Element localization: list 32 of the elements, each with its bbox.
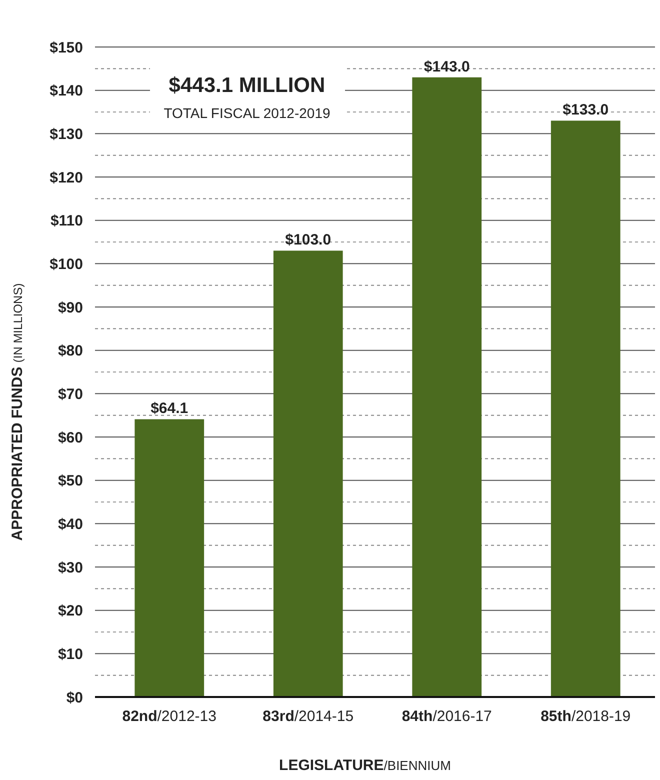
data-label: $64.1	[150, 400, 188, 418]
y-tick-label: $100	[50, 256, 83, 273]
bar	[550, 120, 620, 697]
x-tick-label: 85th/2018-19	[540, 708, 631, 725]
x-tick-label: 83rd/2014-15	[262, 708, 354, 725]
annotation: TOTAL FISCAL 2012-2019	[164, 105, 330, 121]
data-label: $143.0	[424, 58, 470, 76]
y-tick-label: $30	[58, 559, 83, 576]
y-tick-label: $70	[58, 386, 83, 403]
y-tick-label: $10	[58, 646, 83, 663]
y-tick-label: $150	[50, 39, 83, 56]
x-tick-label: 82nd/2012-13	[122, 708, 216, 725]
y-tick-label: $80	[58, 342, 83, 360]
y-tick-label: $140	[50, 82, 83, 100]
x-tick-label: 84th/2016-17	[402, 708, 492, 725]
y-tick-label: $120	[50, 169, 83, 186]
x-axis-title: LEGISLATURE/BIENNIUM	[279, 757, 451, 774]
y-tick-label: $50	[58, 472, 83, 490]
data-label: $133.0	[562, 102, 609, 119]
y-tick-label: $130	[50, 126, 83, 143]
y-tick-label: $0	[66, 689, 83, 706]
bar	[412, 77, 482, 697]
bar	[273, 250, 343, 697]
y-tick-label: $110	[50, 212, 83, 230]
annotation: $443.1 MILLION	[168, 74, 326, 97]
y-tick-label: $90	[58, 299, 83, 316]
data-label: $103.0	[285, 232, 332, 249]
y-axis-title: APPROPRIATED FUNDS (IN MILLIONS)	[9, 283, 26, 541]
y-tick-label: $20	[58, 602, 83, 620]
bar	[134, 419, 204, 697]
y-tick-label: $40	[58, 516, 83, 533]
y-tick-label: $60	[58, 429, 83, 446]
